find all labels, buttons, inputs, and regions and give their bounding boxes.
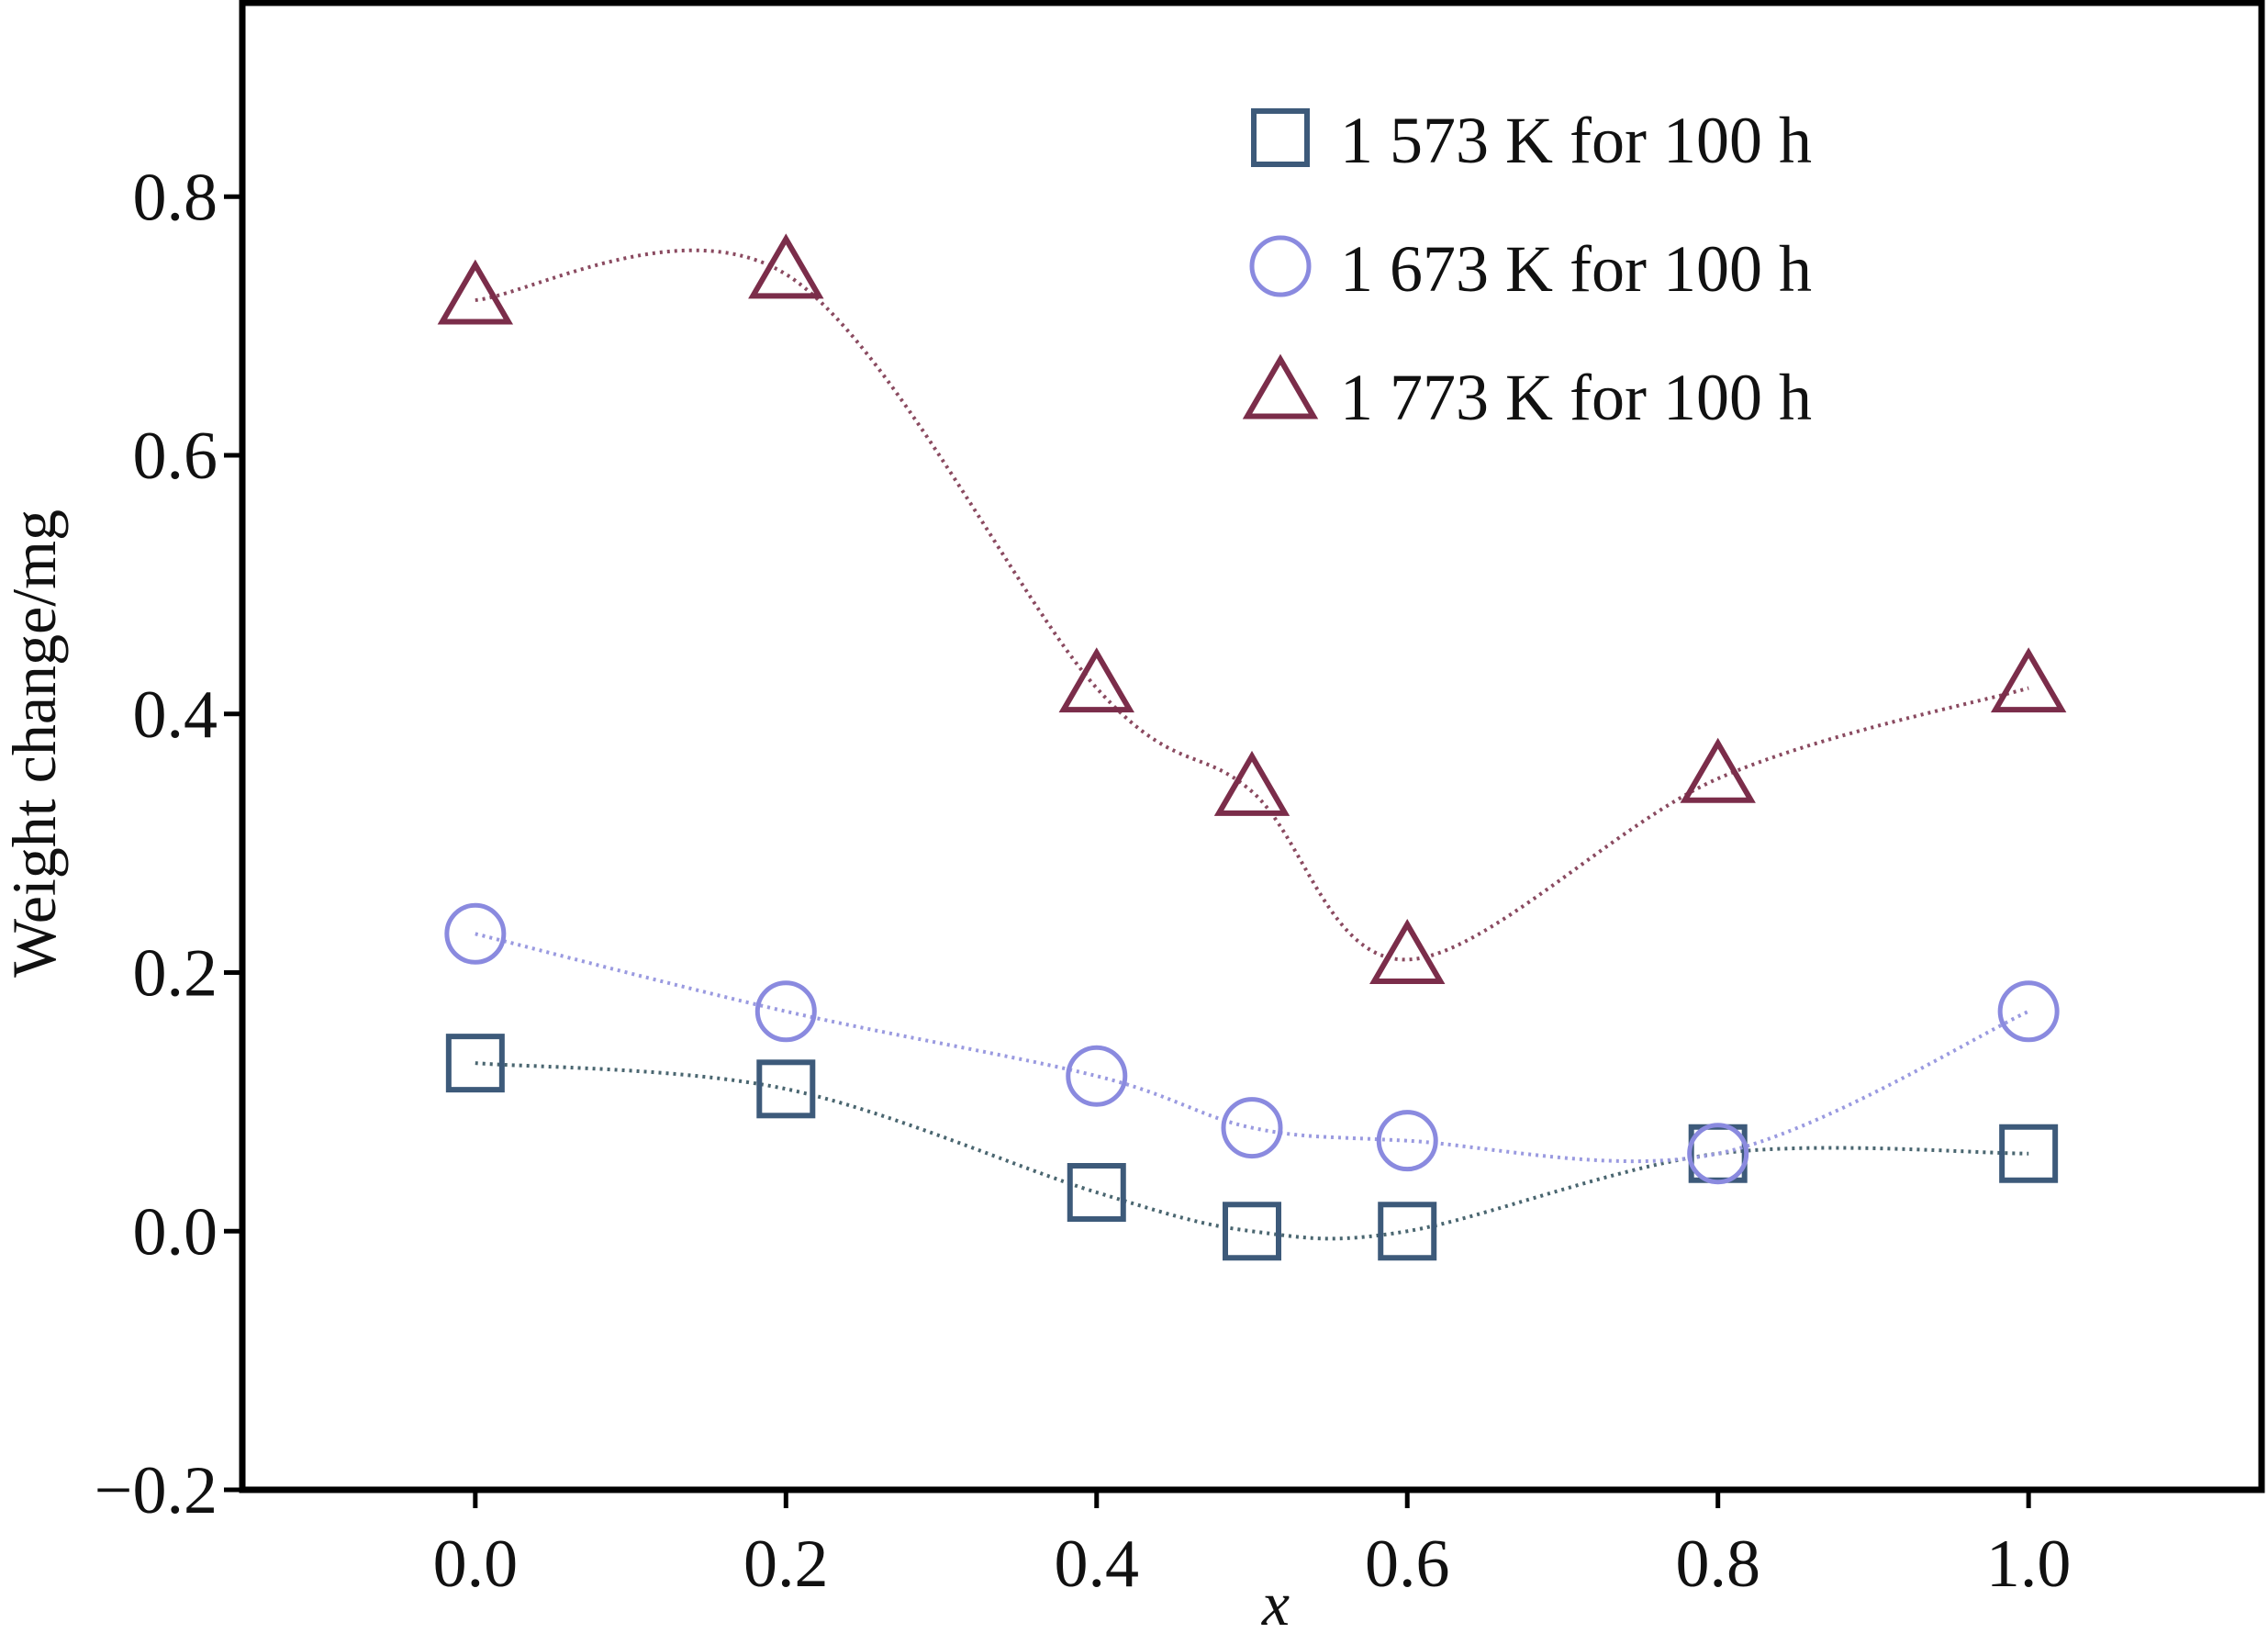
y-tick-label: 0.2 — [133, 936, 218, 1012]
x-tick-label: 1.0 — [1986, 1527, 2072, 1602]
data-point-square — [1999, 1124, 2059, 1183]
data-point-triangle — [1369, 919, 1446, 984]
y-tick-label: 0.8 — [133, 160, 218, 235]
data-point-square — [445, 1034, 505, 1093]
series-line — [475, 1061, 2029, 1241]
series-circle — [444, 902, 2060, 1185]
legend-item: 1 673 K for 100 h — [1249, 232, 1812, 306]
y-tick-label: −0.2 — [95, 1453, 218, 1528]
y-tick-label: 0.0 — [133, 1194, 218, 1269]
data-point-square — [1223, 1202, 1281, 1261]
data-point-circle — [444, 902, 507, 965]
ticks-layer: 0.0 0.2 0.4 0.6 0.8 1.0 −0.2 0.0 0.2 0.4 0.6 0.8 — [95, 160, 2072, 1602]
x-tick-label: 0.0 — [433, 1527, 519, 1602]
data-point-triangle — [1213, 750, 1290, 816]
data-point-square — [756, 1059, 816, 1119]
legend-item: 1 573 K for 100 h — [1251, 104, 1812, 177]
x-axis-title: x — [1261, 1569, 1290, 1633]
legend-item: 1 773 K for 100 h — [1242, 353, 1812, 434]
data-point-triangle — [748, 233, 824, 299]
data-point-triangle — [437, 259, 514, 325]
legend-label: 1 573 K for 100 h — [1340, 104, 1812, 177]
y-axis-title: Weight change/mg — [0, 509, 69, 978]
series-square — [445, 1034, 2059, 1261]
data-point-circle — [1687, 1123, 1749, 1185]
x-tick-label: 0.4 — [1055, 1527, 1140, 1602]
legend-label: 1 773 K for 100 h — [1340, 361, 1812, 434]
legend-marker-triangle — [1242, 353, 1319, 419]
y-tick-label: 0.6 — [133, 419, 218, 494]
data-point-triangle — [1058, 647, 1134, 713]
plot-frame — [239, 0, 2265, 1493]
data-point-square — [1067, 1163, 1126, 1222]
data-point-circle — [1376, 1110, 1438, 1172]
series-triangle — [437, 233, 2067, 984]
x-tick-label: 0.8 — [1675, 1527, 1760, 1602]
legend-marker-circle — [1249, 235, 1312, 297]
data-point-circle — [1221, 1097, 1283, 1159]
x-tick-label: 0.2 — [743, 1527, 829, 1602]
data-point-circle — [1066, 1045, 1128, 1107]
legend-marker-square — [1251, 108, 1310, 167]
data-point-square — [1378, 1202, 1437, 1261]
data-point-triangle — [1680, 737, 1756, 803]
y-tick-label: 0.4 — [133, 677, 218, 753]
x-tick-label: 0.6 — [1365, 1527, 1450, 1602]
data-point-circle — [754, 980, 817, 1043]
series-line — [475, 932, 2030, 1164]
legend-label: 1 673 K for 100 h — [1340, 232, 1812, 306]
series-line — [475, 248, 2029, 962]
legend: 1 573 K for 100 h 1 673 K for 100 h 1 773 … — [1242, 104, 1812, 434]
data-point-circle — [1997, 980, 2060, 1043]
plot-layer — [437, 233, 2067, 1261]
data-point-triangle — [1990, 647, 2067, 713]
